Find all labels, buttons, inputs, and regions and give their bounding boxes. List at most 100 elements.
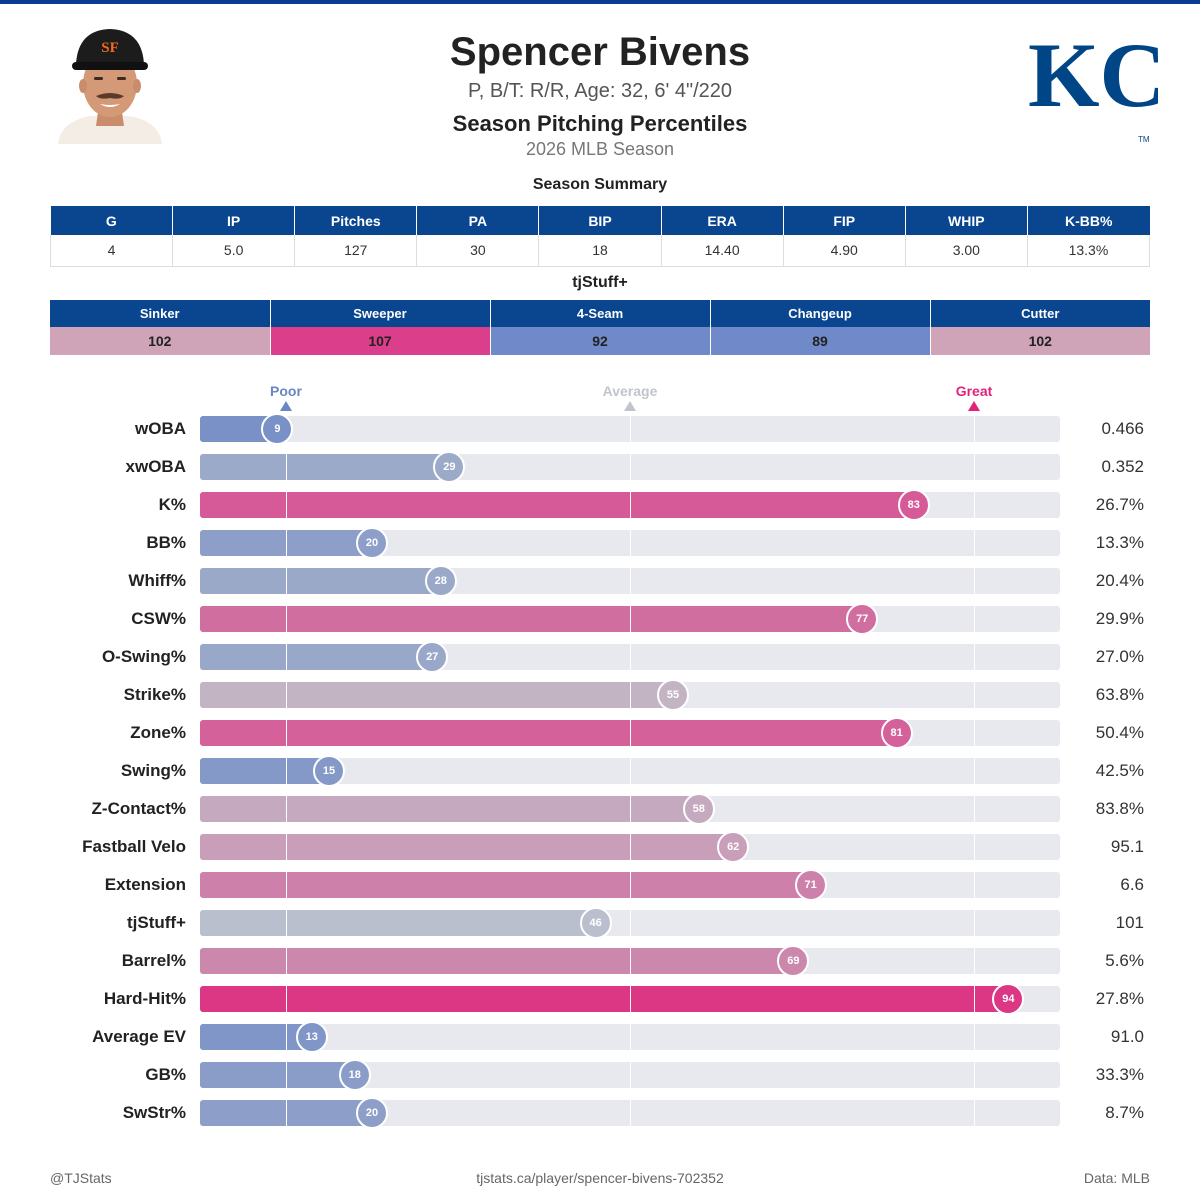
reference-line bbox=[286, 454, 287, 480]
reference-line bbox=[630, 682, 631, 708]
reference-line bbox=[630, 454, 631, 480]
stuff-value-row: 102 107 92 89 102 bbox=[50, 327, 1150, 355]
summary-header-cell: IP bbox=[172, 206, 295, 235]
metric-label: K% bbox=[158, 495, 186, 514]
stuff-header-cell: Cutter bbox=[929, 300, 1150, 327]
bar bbox=[200, 606, 863, 632]
top-rule bbox=[0, 0, 1200, 4]
summary-value-cell: 4 bbox=[49, 235, 174, 267]
metric-value: 91.0 bbox=[1110, 1027, 1144, 1046]
average-marker-icon bbox=[624, 401, 636, 411]
percentile-circle: 28 bbox=[424, 565, 457, 597]
team-logo: KC TM bbox=[1028, 24, 1158, 144]
summary-header-cell: BIP bbox=[538, 206, 662, 235]
footer-source: Data: MLB bbox=[1083, 1170, 1150, 1186]
summary-header-cell: ERA bbox=[660, 206, 784, 235]
reference-line bbox=[286, 568, 287, 594]
reference-line bbox=[286, 644, 287, 670]
metric-label: Hard-Hit% bbox=[103, 989, 186, 1008]
summary-header-cell: PA bbox=[416, 206, 539, 235]
reference-line bbox=[286, 796, 287, 822]
summary-header-cell: K-BB% bbox=[1026, 206, 1150, 235]
percentile-circle: 27 bbox=[416, 641, 449, 673]
team-logo-trademark: TM bbox=[1138, 135, 1150, 144]
metric-label: xwOBA bbox=[125, 457, 186, 476]
summary-value-cell: 127 bbox=[294, 235, 418, 267]
percentile-circle: 77 bbox=[846, 603, 879, 635]
metric-value: 13.3% bbox=[1095, 533, 1144, 552]
reference-line bbox=[630, 720, 631, 746]
reference-line bbox=[630, 416, 631, 442]
reference-line bbox=[630, 872, 631, 898]
reference-line bbox=[286, 1100, 287, 1126]
summary-value-row: 4 5.0 127 30 18 14.40 4.90 3.00 13.3% bbox=[49, 235, 1151, 267]
reference-line bbox=[630, 644, 631, 670]
metric-label: Average EV bbox=[92, 1027, 186, 1046]
reference-line bbox=[974, 606, 975, 632]
metric-label: O-Swing% bbox=[101, 647, 186, 666]
percentile-circle: 58 bbox=[682, 793, 715, 825]
stuff-value-cell: 102 bbox=[50, 327, 270, 355]
metric-value: 83.8% bbox=[1095, 799, 1144, 818]
reference-line bbox=[974, 1024, 975, 1050]
bar bbox=[200, 758, 329, 784]
metric-label: tjStuff+ bbox=[126, 913, 186, 932]
reference-line bbox=[286, 1062, 287, 1088]
reference-line bbox=[286, 834, 287, 860]
percentile-circle: 18 bbox=[338, 1059, 371, 1091]
metric-label: Extension bbox=[104, 875, 186, 894]
reference-line bbox=[630, 1062, 631, 1088]
reference-line bbox=[974, 492, 975, 518]
summary-value-cell: 30 bbox=[416, 235, 540, 267]
reference-line bbox=[630, 530, 631, 556]
reference-line bbox=[286, 910, 287, 936]
reference-line bbox=[974, 1062, 975, 1088]
stuff-value-cell: 89 bbox=[709, 327, 930, 355]
great-marker-icon bbox=[968, 401, 980, 411]
summary-header-cell: FIP bbox=[782, 206, 906, 235]
percentile-circle: 83 bbox=[897, 489, 930, 521]
metric-label: CSW% bbox=[131, 609, 186, 628]
metric-value: 0.466 bbox=[1101, 419, 1144, 438]
metric-label: GB% bbox=[145, 1065, 186, 1084]
metric-value: 5.6% bbox=[1105, 951, 1144, 970]
metric-value: 29.9% bbox=[1095, 609, 1144, 628]
reference-line bbox=[630, 606, 631, 632]
metric-value: 27.8% bbox=[1095, 989, 1144, 1008]
metric-label: BB% bbox=[146, 533, 186, 552]
percentile-circle: 69 bbox=[777, 945, 810, 977]
bar bbox=[200, 492, 914, 518]
bar bbox=[200, 872, 811, 898]
reference-line bbox=[974, 796, 975, 822]
reference-line bbox=[630, 568, 631, 594]
reference-line bbox=[974, 986, 975, 1012]
metric-label: Strike% bbox=[123, 685, 186, 704]
reference-line bbox=[630, 796, 631, 822]
reference-line bbox=[974, 872, 975, 898]
percentile-circle: 46 bbox=[579, 907, 612, 939]
tjstuff-table: Sinker Sweeper 4-Seam Changeup Cutter 102 107… bbox=[50, 300, 1150, 355]
bar bbox=[200, 644, 433, 670]
reference-line bbox=[974, 834, 975, 860]
bar bbox=[200, 910, 596, 936]
stuff-header-cell: Sweeper bbox=[269, 300, 490, 327]
summary-value-cell: 5.0 bbox=[172, 235, 296, 267]
reference-line bbox=[974, 948, 975, 974]
percentile-circle: 71 bbox=[794, 869, 827, 901]
metric-label: Whiff% bbox=[128, 571, 186, 590]
percentile-circle: 15 bbox=[313, 755, 345, 787]
footer-handle: @TJStats bbox=[50, 1170, 112, 1186]
reference-line bbox=[286, 872, 287, 898]
reference-line bbox=[630, 1100, 631, 1126]
summary-header-cell: G bbox=[50, 206, 173, 235]
player-name: Spencer Bivens bbox=[449, 30, 751, 74]
bar bbox=[200, 1062, 355, 1088]
bar bbox=[200, 834, 734, 860]
summary-header-cell: Pitches bbox=[294, 206, 417, 235]
bar bbox=[200, 796, 699, 822]
stuff-value-cell: 92 bbox=[489, 327, 710, 355]
reference-line bbox=[286, 530, 287, 556]
percentile-circle: 20 bbox=[356, 527, 388, 559]
legend-average-label: Average bbox=[602, 383, 658, 399]
reference-line bbox=[974, 758, 975, 784]
